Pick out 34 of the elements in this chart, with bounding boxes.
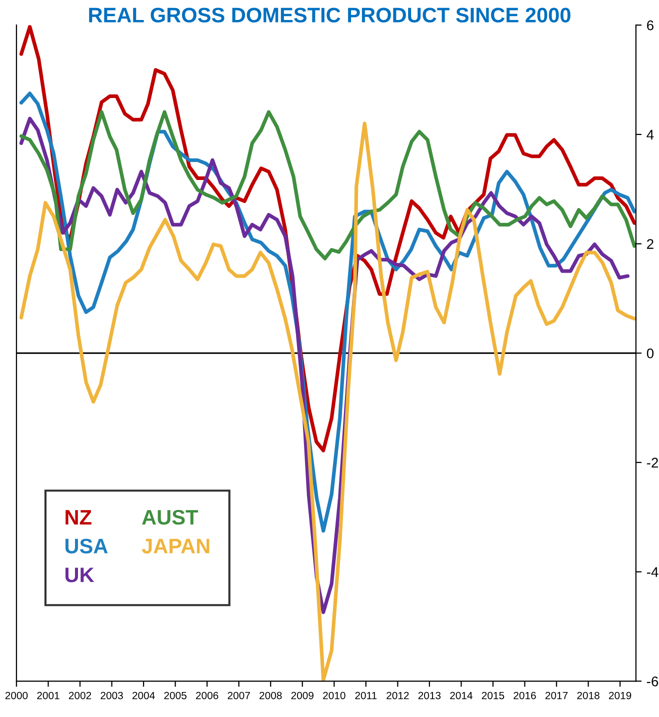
y-tick-label: 0 bbox=[646, 348, 654, 358]
x-tick-label: 2008 bbox=[260, 692, 282, 700]
y-tick-label: 4 bbox=[646, 130, 654, 140]
x-tick-label: 2017 bbox=[545, 692, 568, 700]
text: AUST bbox=[142, 510, 198, 525]
x-tick-label: 2009 bbox=[291, 692, 314, 700]
x-tick-label: 2018 bbox=[577, 692, 600, 700]
text: UK bbox=[65, 568, 94, 582]
x-tick-label: 2016 bbox=[514, 692, 536, 700]
x-tick-label: 2001 bbox=[37, 692, 60, 700]
x-tick-label: 2012 bbox=[386, 692, 409, 700]
text: USA bbox=[65, 538, 108, 554]
x-tick-label: 2010 bbox=[323, 692, 346, 700]
chart-title: REAL GROSS DOMESTIC PRODUCT SINCE 2000 bbox=[89, 8, 570, 22]
line-series bbox=[19, 110, 636, 260]
x-tick-label: 2004 bbox=[132, 692, 155, 700]
x-tick-label: 2005 bbox=[164, 692, 186, 700]
x-tick-label: 2003 bbox=[100, 692, 123, 700]
y-tick-label: -6 bbox=[646, 676, 658, 686]
text: JAPAN bbox=[142, 538, 210, 554]
x-tick-label: 2011 bbox=[355, 692, 377, 700]
x-tick-label: 2015 bbox=[482, 692, 504, 700]
x-tick-label: 2013 bbox=[418, 692, 441, 700]
x-tick-label: 2000 bbox=[5, 692, 28, 700]
x-tick-label: 2014 bbox=[450, 692, 472, 700]
y-tick-label: -2 bbox=[646, 458, 658, 468]
text: NZ bbox=[66, 510, 92, 524]
x-tick-label: 2019 bbox=[608, 692, 632, 700]
y-tick-label: 6 bbox=[647, 20, 654, 30]
x-tick-label: 2002 bbox=[68, 692, 92, 700]
x-tick-label: 2007 bbox=[228, 692, 250, 700]
x-tick-label: 2006 bbox=[196, 692, 218, 700]
y-tick-label: 2 bbox=[647, 239, 654, 249]
y-tick-label: -4 bbox=[646, 567, 658, 577]
